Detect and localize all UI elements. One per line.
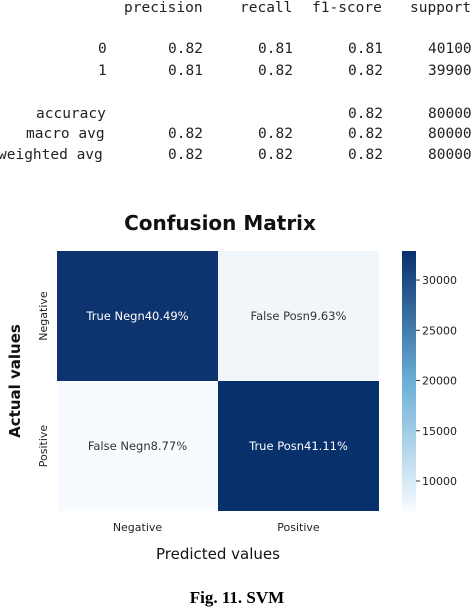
row-support: 80000 bbox=[428, 147, 472, 163]
cell-label: False Posn9.63% bbox=[251, 309, 347, 323]
y-axis-label: Actual values bbox=[6, 324, 24, 438]
confusion-matrix-chart: Confusion Matrix True Negn40.49% False Pos… bbox=[6, 211, 457, 563]
row-label: 1 bbox=[98, 63, 107, 79]
colorbar-tick-label: 25000 bbox=[422, 324, 457, 337]
cell-label: True Negn40.49% bbox=[85, 309, 188, 323]
row-recall: 0.82 bbox=[258, 147, 293, 163]
row-support: 80000 bbox=[428, 126, 472, 142]
header-support: support bbox=[410, 0, 472, 16]
row-support: 80000 bbox=[428, 106, 472, 122]
row-recall: 0.82 bbox=[258, 126, 293, 142]
heatmap-cell bbox=[218, 251, 379, 381]
header-recall: recall bbox=[240, 0, 293, 16]
x-axis-label: Predicted values bbox=[156, 545, 280, 563]
heatmap-cell bbox=[218, 381, 379, 511]
cell-label: False Negn8.77% bbox=[88, 439, 187, 453]
row-support: 40100 bbox=[428, 41, 472, 57]
y-tick-label: Positive bbox=[37, 425, 50, 468]
colorbar-tick-label: 20000 bbox=[422, 375, 457, 388]
colorbar-tick-label: 30000 bbox=[422, 274, 457, 287]
row-label: weighted avg bbox=[0, 147, 103, 163]
colorbar bbox=[402, 251, 416, 511]
row-precision: 0.82 bbox=[168, 126, 203, 142]
header-precision: precision bbox=[124, 0, 203, 16]
heatmap-cell bbox=[57, 251, 218, 381]
row-recall: 0.82 bbox=[258, 63, 293, 79]
colorbar-tick-label: 10000 bbox=[422, 475, 457, 488]
cell-label: True Posn41.11% bbox=[248, 439, 348, 453]
row-recall: 0.81 bbox=[258, 41, 293, 57]
row-precision: 0.81 bbox=[168, 63, 203, 79]
row-f1: 0.82 bbox=[348, 126, 383, 142]
y-tick-label: Negative bbox=[37, 291, 50, 341]
row-label: accuracy bbox=[36, 106, 106, 122]
heatmap-cell bbox=[57, 381, 218, 511]
row-f1: 0.82 bbox=[348, 147, 383, 163]
chart-title: Confusion Matrix bbox=[124, 211, 316, 235]
x-tick-label: Positive bbox=[277, 521, 320, 534]
row-label: 0 bbox=[98, 41, 107, 57]
row-f1: 0.82 bbox=[348, 63, 383, 79]
x-tick-label: Negative bbox=[113, 521, 163, 534]
colorbar-tick-label: 15000 bbox=[422, 425, 457, 438]
row-support: 39900 bbox=[428, 63, 472, 79]
row-precision: 0.82 bbox=[168, 147, 203, 163]
row-f1: 0.81 bbox=[348, 41, 383, 57]
row-f1: 0.82 bbox=[348, 106, 383, 122]
row-label: macro avg bbox=[26, 126, 105, 142]
classification-report: precision recall f1-score support 0 0.82… bbox=[0, 0, 474, 180]
row-precision: 0.82 bbox=[168, 41, 203, 57]
header-f1-score: f1-score bbox=[312, 0, 382, 16]
figure-caption: Fig. 11. SVM bbox=[189, 588, 285, 607]
